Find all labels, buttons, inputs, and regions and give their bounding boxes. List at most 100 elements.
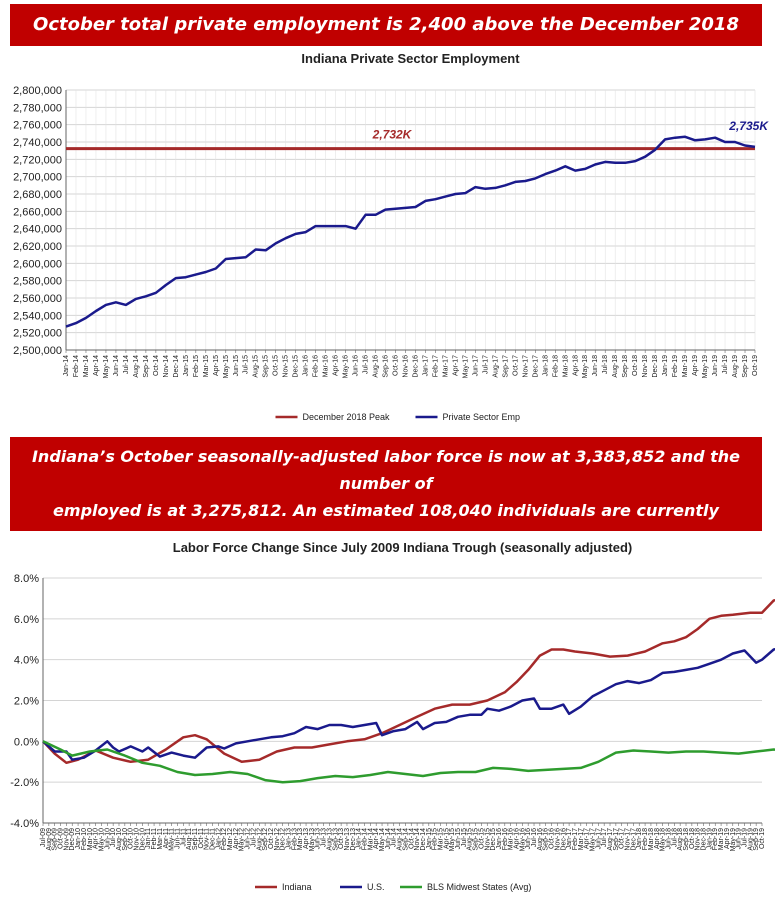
x-tick-label: Jul-14 (123, 355, 130, 374)
legend-label: BLS Midwest States (Avg) (427, 882, 531, 892)
x-tick-label: Nov-17 (625, 828, 632, 851)
x-tick-label: Apr-14 (373, 828, 380, 849)
x-tick-label: Sep-19 (742, 355, 749, 378)
y-tick-label: 2,600,000 (13, 258, 62, 270)
x-tick-label: Apr-15 (213, 355, 220, 376)
x-tick-label: Aug-15 (467, 828, 474, 851)
x-tick-label: Oct-18 (689, 828, 696, 849)
x-tick-label: Sep-12 (262, 828, 269, 851)
x-tick-label: May-19 (702, 355, 709, 378)
x-tick-label: Aug-18 (612, 355, 619, 378)
x-tick-label: Jan-15 (183, 355, 190, 377)
x-tick-label: Mar-10 (87, 828, 94, 850)
y-tick-label: 2,760,000 (13, 120, 62, 132)
series-line (42, 598, 775, 765)
latest-annotation: 2,735K (728, 119, 769, 133)
y-tick-label: 2,740,000 (13, 137, 62, 149)
x-tick-label: Jul-10 (110, 828, 117, 847)
x-tick-label: Dec-15 (490, 828, 497, 851)
y-tick-label: 2,620,000 (13, 241, 62, 253)
y-tick-label: 2,720,000 (13, 154, 62, 166)
x-tick-label: Jan-19 (706, 828, 713, 850)
x-tick-label: Jan-16 (303, 355, 310, 377)
x-tick-label: May-18 (582, 355, 589, 378)
x-tick-label: Oct-15 (478, 828, 485, 849)
x-tick-label: Jun-14 (385, 828, 392, 850)
x-tick-label: Aug-19 (747, 828, 754, 851)
x-tick-label: Dec-09 (69, 828, 76, 851)
x-tick-label: Jul-17 (482, 355, 489, 374)
x-tick-label: Dec-16 (412, 355, 419, 378)
y-tick-label: 8.0% (14, 573, 39, 585)
x-tick-label: Dec-17 (630, 828, 637, 851)
x-tick-label: Apr-13 (303, 828, 310, 849)
x-tick-label: Mar-13 (297, 828, 304, 850)
x-tick-label: May-19 (730, 828, 737, 851)
x-tick-label: Mar-17 (442, 355, 449, 377)
x-tick-label: Feb-14 (73, 355, 80, 377)
x-tick-label: Feb-17 (572, 828, 579, 850)
x-tick-label: Nov-14 (414, 828, 421, 851)
x-tick-label: Jul-16 (363, 355, 370, 374)
x-tick-label: Jan-17 (422, 355, 429, 377)
x-tick-label: Apr-15 (443, 828, 450, 849)
x-tick-label: Nov-15 (484, 828, 491, 851)
top-banner: October total private employment is 2,40… (10, 4, 762, 77)
x-tick-label: Jun-13 (315, 828, 322, 850)
x-tick-label: Jan-16 (496, 828, 503, 850)
x-tick-label: Dec-18 (652, 355, 659, 378)
x-tick-label: Jul-11 (180, 828, 187, 847)
x-tick-label: Feb-15 (193, 355, 200, 377)
x-tick-label: May-11 (169, 828, 176, 851)
middle-banner: Indiana’s October seasonally-adjusted la… (10, 437, 762, 574)
x-tick-label: Jul-19 (741, 828, 748, 847)
legend-label: Indiana (282, 882, 312, 892)
x-tick-label: Sep-15 (263, 355, 270, 378)
x-tick-label: Mar-12 (227, 828, 234, 850)
x-tick-label: Dec-15 (293, 355, 300, 378)
x-tick-label: May-15 (223, 355, 230, 378)
x-tick-label: Oct-14 (408, 828, 415, 849)
x-tick-label: Oct-13 (338, 828, 345, 849)
x-tick-label: Sep-14 (402, 828, 409, 851)
x-tick-label: Jun-17 (595, 828, 602, 850)
x-tick-label: Mar-11 (157, 828, 164, 850)
x-tick-label: Mar-15 (437, 828, 444, 850)
series-line (65, 135, 756, 328)
x-tick-label: Oct-19 (752, 355, 759, 376)
x-tick-label: Oct-19 (759, 828, 766, 849)
legend-label: Private Sector Emp (443, 412, 521, 422)
x-tick-label: Jun-18 (665, 828, 672, 850)
x-tick-label: May-17 (462, 355, 469, 378)
x-tick-label: Jul-09 (40, 828, 47, 847)
x-tick-label: May-16 (343, 355, 350, 378)
y-tick-label: 2,560,000 (13, 293, 62, 305)
x-tick-label: Jul-13 (321, 828, 328, 847)
x-tick-label: Oct-17 (619, 828, 626, 849)
x-tick-label: Sep-11 (192, 828, 199, 850)
x-tick-label: Sep-16 (383, 355, 390, 378)
x-tick-label: Nov-10 (134, 828, 141, 851)
banner-line: employed is at 3,275,812. An estimated 1… (53, 501, 719, 547)
x-tick-label: Jan-14 (63, 355, 70, 377)
y-tick-label: 2,640,000 (13, 224, 62, 236)
x-tick-label: Dec-14 (173, 355, 180, 378)
x-tick-label: Sep-18 (622, 355, 629, 378)
y-tick-label: 2,540,000 (13, 310, 62, 322)
x-tick-label: Mar-19 (718, 828, 725, 850)
x-tick-label: Sep-16 (543, 828, 550, 851)
x-tick-label: Nov-15 (283, 355, 290, 378)
banner-line: Indiana’s October seasonally-adjusted la… (31, 447, 741, 493)
x-tick-label: May-14 (103, 355, 110, 378)
x-tick-label: May-16 (519, 828, 526, 851)
x-tick-label: Jan-13 (286, 828, 293, 850)
x-tick-label: Aug-14 (397, 828, 404, 851)
x-tick-label: Feb-14 (362, 828, 369, 850)
x-tick-label: Aug-14 (133, 355, 140, 378)
y-tick-label: 4.0% (14, 655, 39, 667)
x-tick-label: Nov-16 (554, 828, 561, 851)
y-tick-label: 2,500,000 (13, 345, 62, 357)
x-tick-label: Sep-18 (683, 828, 690, 851)
x-tick-label: Mar-18 (562, 355, 569, 377)
x-tick-label: Jun-10 (104, 828, 111, 850)
